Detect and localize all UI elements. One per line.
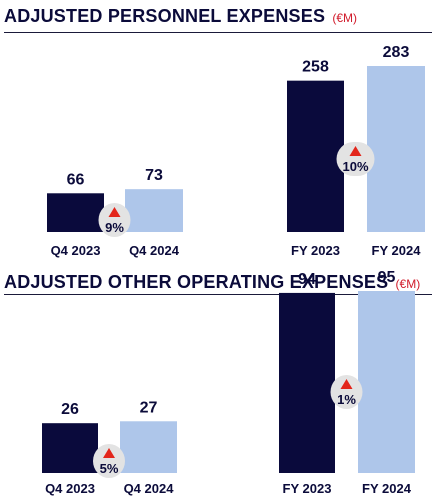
data-label: 26 [61,401,79,418]
bar-q4-2024 [125,189,183,232]
personnel-expenses-chart: ADJUSTED PERSONNEL EXPENSES (€M) 66 Q4 20… [4,6,432,258]
data-label: 94 [298,271,316,288]
chart-title: ADJUSTED OTHER OPERATING EXPENSES (€M) [4,272,420,293]
up-arrow-icon [108,207,121,217]
chart-title: ADJUSTED PERSONNEL EXPENSES (€M) [4,6,357,27]
chart-title-text: ADJUSTED OTHER OPERATING EXPENSES [4,272,389,292]
change-badge [336,142,375,176]
up-arrow-icon [349,146,362,156]
data-label: 258 [302,59,329,76]
change-percent: 10% [342,159,368,174]
chart-title-text: ADJUSTED PERSONNEL EXPENSES [4,6,326,26]
data-label: 283 [383,44,410,61]
up-arrow-icon [340,379,353,389]
data-label: 66 [67,171,85,188]
chart-unit: (€M) [332,11,358,25]
change-percent: 9% [105,220,124,235]
bar-q4-2023 [47,193,104,232]
category-label: Q4 2023 [51,243,101,258]
data-label: 73 [145,167,163,184]
category-label: FY 2024 [372,243,422,258]
up-arrow-icon [103,448,115,458]
bar-fy-2024 [367,66,425,232]
bar-fy-2023 [287,80,344,233]
category-label: Q4 2024 [129,243,180,258]
change-badge [330,375,363,409]
category-label: FY 2024 [362,481,412,496]
bar-fy-2024 [358,291,415,473]
category-label: Q4 2024 [124,481,175,496]
chart-unit: (€M) [395,277,421,291]
bar-q4-2023 [42,423,98,473]
other-operating-expenses-plot: 26 Q4 2023 27 Q4 2024 5% 94 FY 2023 95 FY 2024 1% [42,269,415,496]
data-label: 27 [140,399,158,416]
category-label: FY 2023 [283,481,332,496]
change-percent: 1% [337,392,356,407]
title-divider [4,294,432,295]
category-label: FY 2023 [291,243,340,258]
change-badge [98,203,131,237]
data-label: 95 [378,269,396,286]
bar-q4-2024 [120,421,177,473]
category-label: Q4 2023 [45,481,95,496]
change-percent: 5% [100,461,119,476]
other-operating-expenses-chart: ADJUSTED OTHER OPERATING EXPENSES (€M) 2… [0,268,432,500]
personnel-expenses-plot: 66 Q4 2023 73 Q4 2024 9% 258 FY 2023 283 FY 2024… [47,44,425,258]
change-badge [93,444,125,478]
title-divider [4,32,432,33]
bar-fy-2023 [279,292,335,473]
